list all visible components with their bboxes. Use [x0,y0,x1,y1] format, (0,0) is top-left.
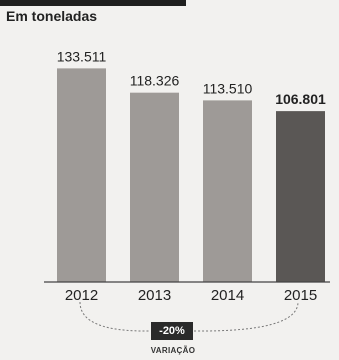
data-label-2012: 133.511 [57,48,107,64]
x-tick-2014: 2014 [211,287,244,304]
data-label-2015: 106.801 [275,91,326,107]
header-bar [0,0,186,6]
variation-bracket [79,301,299,332]
data-label-2013: 118.326 [130,73,180,89]
x-tick-2012: 2012 [65,287,98,304]
bar-2014 [203,100,252,282]
bar-2012 [57,68,106,282]
x-tick-2013: 2013 [138,287,171,304]
variation-label: VARIAÇÃO [150,346,196,355]
bar-2015 [276,111,325,282]
variation-badge: -20% [151,322,193,340]
x-tick-2015: 2015 [284,287,317,304]
data-label-2014: 113.510 [203,80,253,96]
chart-subtitle: Em toneladas [6,8,98,24]
bar-2013 [130,92,179,282]
